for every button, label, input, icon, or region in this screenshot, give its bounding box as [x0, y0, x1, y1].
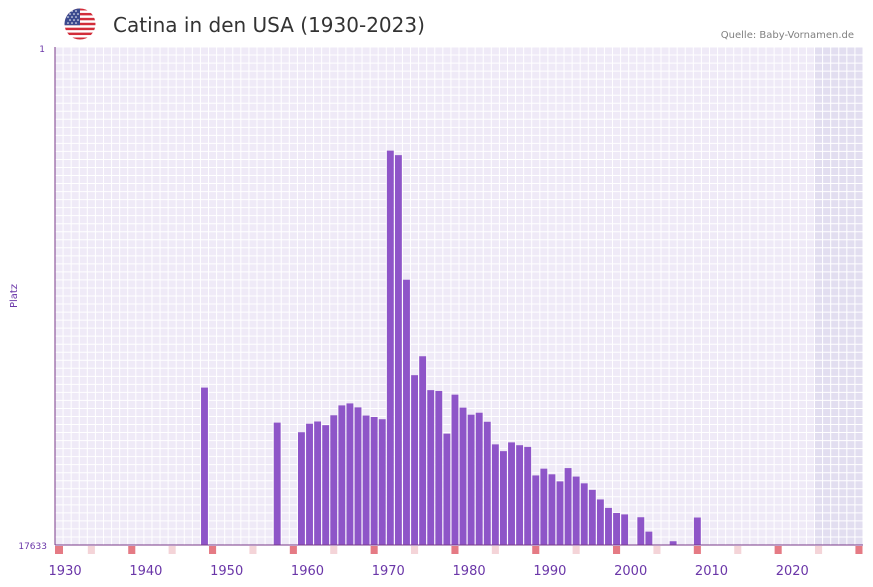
bar-1982 — [483, 421, 491, 545]
bar-1989 — [540, 468, 548, 545]
year-marker-2028 — [855, 546, 863, 554]
bar-1980 — [467, 414, 475, 545]
bar-1995 — [588, 489, 596, 545]
bar-1987 — [524, 446, 532, 545]
bar-1968 — [370, 416, 378, 545]
bar-1983 — [491, 444, 499, 545]
x-tick-label-1980: 1980 — [453, 564, 486, 579]
bar-1974 — [419, 356, 427, 545]
chart-title: Catina in den USA (1930-2023) — [113, 13, 425, 37]
bar-2008 — [693, 517, 701, 545]
year-marker-2018 — [774, 546, 782, 554]
bar-2005 — [669, 541, 677, 545]
bar-1990 — [548, 474, 556, 545]
x-tick-label-1970: 1970 — [372, 564, 405, 579]
x-tick-label-1950: 1950 — [210, 564, 243, 579]
bar-1981 — [475, 412, 483, 545]
bar-1988 — [532, 475, 540, 545]
chart-header: Catina in den USA (1930-2023) Quelle: Ba… — [0, 0, 873, 46]
year-marker-1958 — [289, 546, 297, 554]
bar-1996 — [596, 499, 604, 545]
year-marker-1933 — [87, 546, 95, 554]
bar-1986 — [516, 445, 524, 545]
x-tick-label-1960: 1960 — [291, 564, 324, 579]
year-marker-1998 — [613, 546, 621, 554]
bar-1960 — [306, 423, 313, 545]
bar-1976 — [435, 390, 443, 545]
bar-1963 — [330, 415, 338, 545]
year-marker-1988 — [532, 546, 540, 554]
year-marker-1963 — [330, 546, 338, 554]
year-marker-1968 — [370, 546, 378, 554]
year-marker-1978 — [451, 546, 459, 554]
us-flag-icon — [64, 8, 96, 40]
bar-1984 — [500, 451, 507, 545]
y-tick-label-top: 1 — [39, 45, 45, 55]
bar-1971 — [394, 155, 402, 545]
bar-1972 — [403, 279, 410, 545]
bar-1947 — [201, 387, 208, 545]
bar-1959 — [298, 432, 305, 545]
bar-1975 — [427, 390, 435, 545]
bar-1973 — [411, 375, 418, 545]
bar-1965 — [346, 403, 354, 545]
year-marker-1993 — [572, 546, 580, 554]
y-axis-title: Platz — [9, 284, 20, 308]
bar-1961 — [314, 421, 322, 545]
bar-1969 — [378, 419, 386, 545]
x-tick-label-1940: 1940 — [129, 564, 162, 579]
bar-2001 — [637, 517, 645, 545]
bar-1979 — [459, 407, 467, 545]
x-tick-label-2010: 2010 — [695, 564, 728, 579]
year-marker-1943 — [168, 546, 176, 554]
bar-1956 — [273, 422, 281, 545]
x-tick-label-2000: 2000 — [614, 564, 647, 579]
bar-1978 — [451, 394, 459, 545]
bar-1977 — [443, 433, 451, 545]
year-marker-1973 — [411, 546, 419, 554]
y-tick-label-bottom: 17633 — [18, 542, 47, 552]
year-marker-1948 — [209, 546, 217, 554]
year-marker-1938 — [128, 546, 136, 554]
source-credit: Quelle: Baby-Vornamen.de — [720, 30, 854, 41]
year-marker-start — [55, 546, 63, 554]
bar-1962 — [322, 425, 330, 545]
bar-2002 — [645, 531, 653, 545]
x-tick-label-1990: 1990 — [533, 564, 566, 579]
bar-1991 — [556, 481, 564, 545]
year-marker-2013 — [734, 546, 742, 554]
bar-1964 — [338, 405, 346, 545]
bar-1985 — [508, 442, 515, 545]
year-marker-2008 — [693, 546, 701, 554]
year-marker-1983 — [491, 546, 499, 554]
bar-1993 — [572, 476, 580, 545]
bar-1999 — [621, 514, 629, 545]
bar-1970 — [386, 150, 394, 545]
x-tick-label-2020: 2020 — [776, 564, 809, 579]
year-marker-1953 — [249, 546, 257, 554]
bar-1992 — [564, 468, 572, 545]
bar-1998 — [613, 512, 620, 545]
bar-1997 — [605, 507, 612, 545]
year-marker-2003 — [653, 546, 661, 554]
bar-1966 — [354, 407, 362, 545]
x-tick-label-1930: 1930 — [49, 564, 82, 579]
year-marker-2023 — [815, 546, 823, 554]
bar-1994 — [580, 483, 588, 545]
bar-1967 — [362, 415, 370, 545]
